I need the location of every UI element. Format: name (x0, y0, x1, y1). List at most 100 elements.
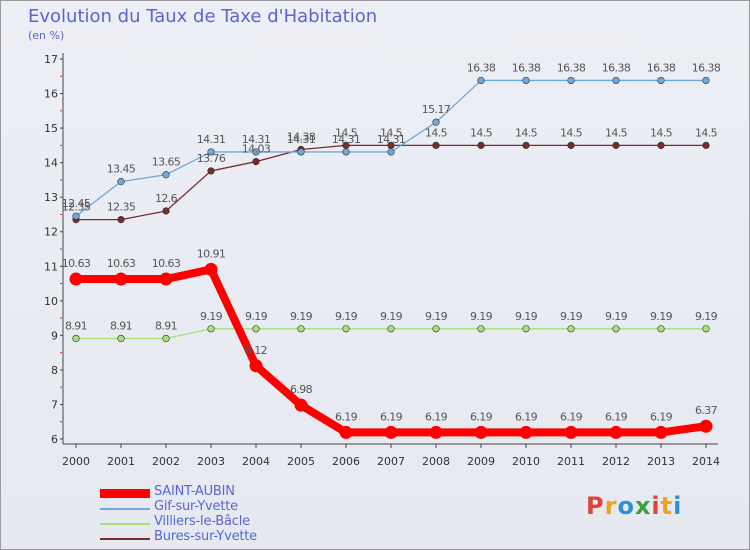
data-label: 13.45 (107, 163, 136, 176)
x-tick-label: 2009 (467, 455, 495, 468)
x-tick-label: 2010 (512, 455, 540, 468)
data-point (294, 398, 308, 412)
data-point (297, 325, 305, 333)
data-label: 16.38 (647, 61, 676, 74)
legend-label: SAINT-AUBIN (154, 484, 235, 499)
legend-swatch (100, 489, 150, 498)
logo-letter: t (660, 492, 674, 520)
data-label: 6.19 (335, 410, 358, 423)
logo-letter: r (604, 492, 618, 520)
y-tick-label: 12 (44, 226, 58, 239)
data-point (72, 212, 80, 220)
data-label: 8.12 (245, 344, 267, 357)
legend-swatch (100, 538, 150, 540)
x-tick-label: 2013 (647, 455, 675, 468)
data-label: 14.5 (695, 126, 718, 139)
data-label: 14.31 (197, 133, 226, 146)
x-tick-label: 2014 (692, 455, 720, 468)
data-point (342, 325, 350, 333)
x-tick-label: 2004 (242, 455, 270, 468)
y-tick-label: 8 (51, 364, 58, 377)
data-point (609, 425, 623, 439)
data-point (114, 272, 128, 286)
data-label: 14.5 (380, 126, 403, 139)
data-label: 8.91 (110, 319, 132, 332)
data-label: 14.5 (605, 126, 628, 139)
data-point (249, 359, 263, 373)
data-label: 6.19 (605, 410, 628, 423)
data-label: 6.19 (425, 410, 448, 423)
data-label: 9.19 (290, 310, 313, 323)
x-tick-label: 2002 (152, 455, 180, 468)
data-label: 13.76 (197, 152, 226, 165)
data-label: 14.5 (425, 126, 448, 139)
data-label: 8.91 (65, 319, 87, 332)
data-label: 10.63 (107, 257, 136, 270)
data-point (387, 325, 395, 333)
data-label: 14.5 (515, 126, 538, 139)
data-point (657, 141, 665, 149)
data-point (159, 272, 173, 286)
proxiti-logo: Proxiti (586, 492, 682, 520)
data-label: 6.37 (695, 404, 718, 417)
data-label: 10.91 (197, 247, 226, 260)
data-label: 12.35 (107, 201, 136, 214)
data-point (252, 325, 260, 333)
data-point (117, 178, 125, 186)
data-label: 12.35 (62, 201, 91, 214)
data-point (702, 141, 710, 149)
logo-letter: i (651, 492, 661, 520)
data-label: 6.98 (290, 383, 313, 396)
data-label: 15.17 (422, 103, 451, 116)
data-point (432, 118, 440, 126)
legend-label: Villiers-le-Bâcle (154, 514, 250, 529)
data-point (207, 167, 215, 175)
x-tick-label: 2007 (377, 455, 405, 468)
data-label: 6.19 (515, 410, 538, 423)
y-tick-label: 6 (51, 433, 58, 446)
logo-letter: P (586, 492, 605, 520)
data-label: 16.38 (512, 61, 541, 74)
data-label: 14.31 (377, 133, 406, 146)
data-point (342, 148, 350, 156)
x-tick-label: 2003 (197, 455, 225, 468)
data-point (567, 141, 575, 149)
y-tick-label: 14 (44, 157, 58, 170)
data-point (432, 325, 440, 333)
data-label: 14.38 (287, 131, 316, 144)
data-label: 9.19 (515, 310, 538, 323)
data-label: 16.38 (692, 61, 721, 74)
data-point (384, 425, 398, 439)
data-point (612, 325, 620, 333)
data-label: 13.65 (152, 156, 181, 169)
y-tick-label: 10 (44, 295, 58, 308)
data-point (252, 158, 260, 166)
data-label: 14.31 (332, 133, 361, 146)
data-label: 16.38 (557, 61, 586, 74)
y-tick-label: 9 (51, 329, 58, 342)
data-label: 9.19 (695, 310, 718, 323)
y-tick-label: 11 (44, 260, 58, 273)
data-point (522, 76, 530, 85)
data-label: 9.19 (200, 310, 223, 323)
data-point (699, 419, 713, 433)
data-label: 9.19 (245, 310, 268, 323)
data-point (657, 325, 665, 333)
legend-swatch (100, 508, 150, 510)
data-label: 6.19 (650, 410, 673, 423)
data-label: 8.91 (155, 319, 177, 332)
data-point (477, 76, 485, 85)
data-label: 6.19 (560, 410, 583, 423)
legend-label: Bures-sur-Yvette (154, 529, 257, 544)
data-point (702, 76, 710, 85)
data-point (429, 425, 443, 439)
data-point (207, 325, 215, 333)
data-point (252, 148, 260, 156)
x-tick-label: 2008 (422, 455, 450, 468)
data-point (204, 262, 218, 276)
chart-title: Evolution du Taux de Taxe d'Habitation (28, 6, 378, 27)
data-label: 14.31 (242, 133, 271, 146)
x-tick-label: 2005 (287, 455, 315, 468)
data-point (702, 325, 710, 333)
